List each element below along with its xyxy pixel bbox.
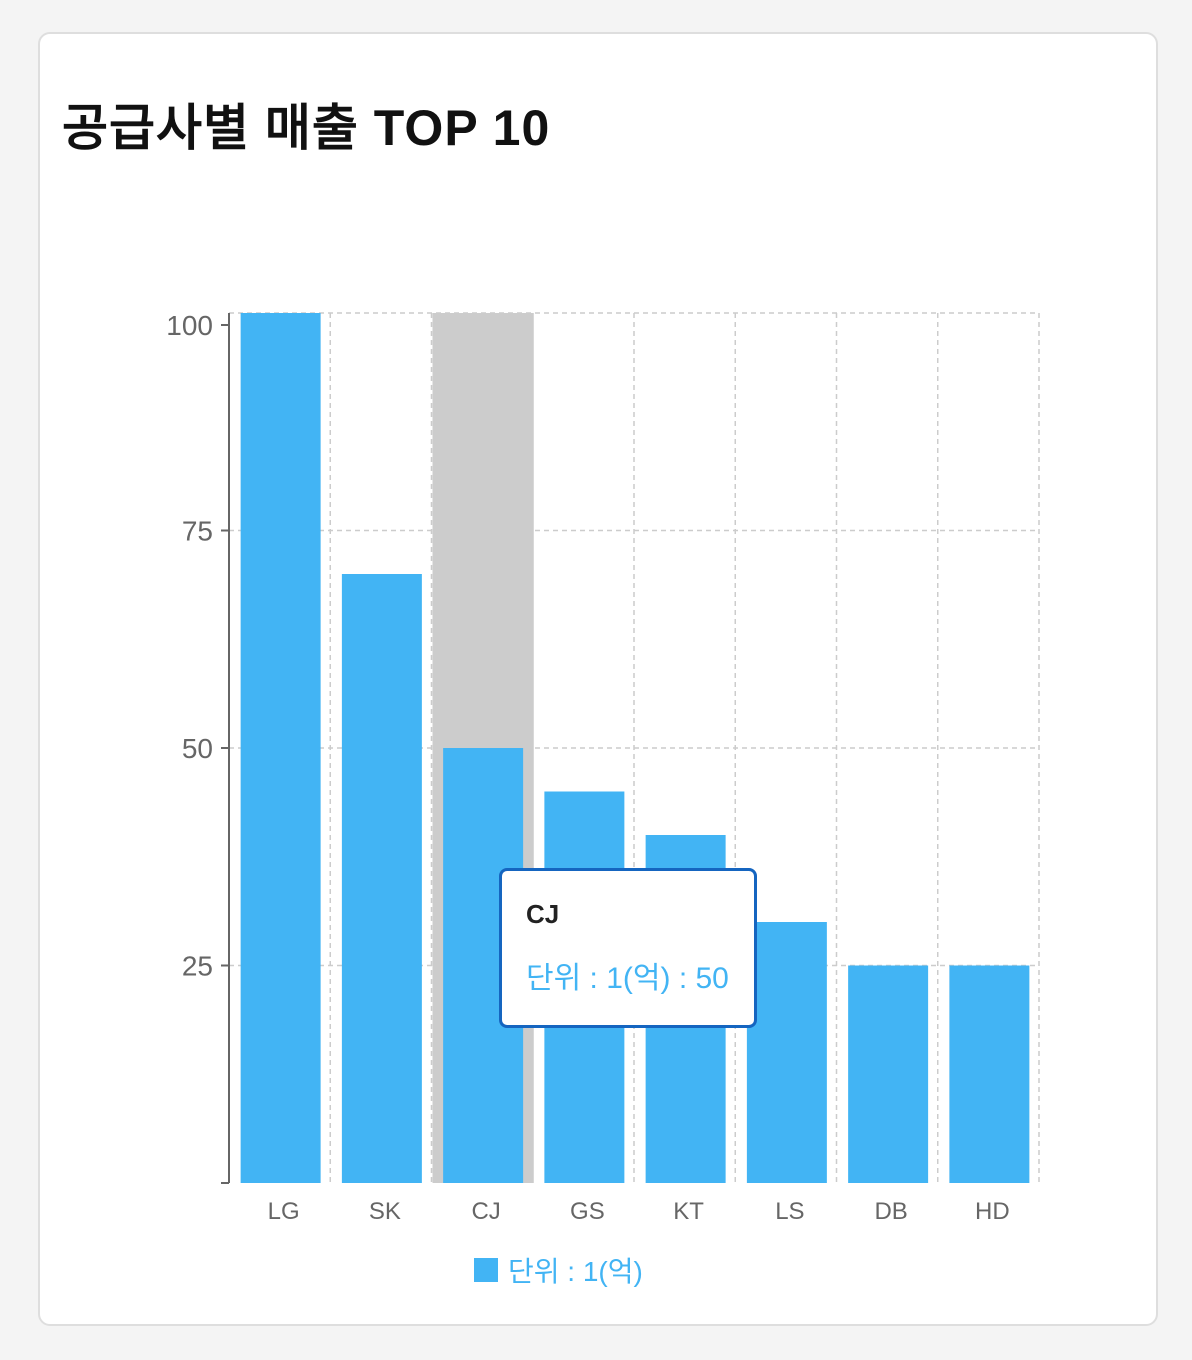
- legend-label: 단위 : 1(억): [508, 1256, 643, 1287]
- bar-layer: [240, 313, 1030, 1184]
- chart-tooltip: CJ 단위 : 1(억) : 50: [499, 868, 757, 1028]
- bar-db[interactable]: [848, 965, 929, 1184]
- legend-swatch: [474, 1258, 498, 1282]
- tooltip-row: 단위 : 1(억) : 50: [526, 953, 754, 997]
- y-tick-label: 100: [166, 310, 213, 341]
- x-category-label: GS: [570, 1198, 605, 1225]
- bar-hd[interactable]: [949, 965, 1030, 1184]
- x-category-label: DB: [874, 1198, 907, 1225]
- card-title: 공급사별 매출 TOP 10: [62, 100, 551, 156]
- x-category-label: CJ: [471, 1198, 500, 1225]
- bar-lg[interactable]: [240, 313, 321, 1183]
- bar-ls[interactable]: [746, 922, 827, 1183]
- x-category-label: SK: [369, 1198, 401, 1225]
- label-layer: 25 50 75 100 LG SK CJ GS KT LS DB HD: [166, 310, 1009, 1225]
- y-tick-label: 75: [182, 516, 213, 547]
- bar-sk[interactable]: [341, 574, 422, 1183]
- tooltip-separator: :: [670, 962, 696, 995]
- x-category-label: LG: [268, 1198, 300, 1225]
- y-tick-label: 25: [182, 951, 213, 982]
- axis-layer: [221, 313, 230, 1184]
- x-category-label: LS: [775, 1198, 804, 1225]
- tooltip-value: 50: [695, 962, 729, 995]
- x-category-label: HD: [975, 1198, 1010, 1225]
- chart-legend[interactable]: 단위 : 1(억): [474, 1250, 643, 1290]
- x-category-label: KT: [673, 1198, 704, 1225]
- tooltip-title: CJ: [526, 899, 560, 929]
- tooltip-series-label: 단위 : 1(억): [526, 962, 671, 995]
- y-tick-label: 50: [182, 733, 213, 764]
